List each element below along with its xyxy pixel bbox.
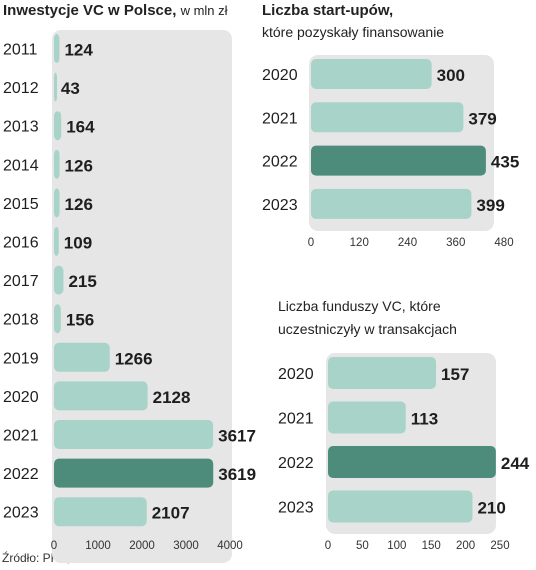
startups-bar — [311, 102, 464, 133]
chart1-subtitle: w mln zł — [180, 3, 228, 18]
vc-investment-category-label: 2019 — [3, 350, 39, 367]
vc-investment-bar — [54, 188, 60, 218]
vc-investment-bar — [54, 72, 57, 102]
vc-funds-value-label: 210 — [477, 499, 505, 518]
vc-investment-category-label: 2013 — [3, 119, 39, 136]
vc-funds-x-tick-label: 50 — [356, 540, 369, 552]
vc-investment-bar — [54, 149, 60, 179]
vc-investment-value-label: 3619 — [218, 465, 256, 484]
vc-investment-bar — [54, 497, 147, 527]
startups-plot-background — [309, 55, 494, 231]
vc-funds-x-tick-label: 100 — [387, 540, 406, 552]
vc-investment-value-label: 3617 — [218, 427, 256, 446]
vc-funds-bar — [328, 357, 437, 389]
chart2-title-main: Liczba start-upów, — [262, 2, 394, 19]
vc-funds-bar — [328, 401, 406, 434]
vc-funds-category-label: 2022 — [278, 455, 314, 472]
chart3-title-line2: uczestniczyły w transakcjach — [278, 321, 457, 337]
vc-investment-category-label: 2021 — [3, 428, 39, 445]
vc-investment-value-label: 43 — [61, 79, 80, 98]
chart3-title-line1: Liczba funduszy VC, które — [278, 298, 441, 314]
vc-investment-value-label: 156 — [66, 311, 94, 330]
startups-x-tick-label: 360 — [446, 237, 465, 249]
vc-funds-x-tick-label: 200 — [456, 540, 475, 552]
vc-funds-x-tick-label: 250 — [490, 540, 509, 552]
startups-value-label: 379 — [468, 109, 496, 128]
vc-investment-x-tick-label: 3000 — [173, 540, 199, 552]
startups-x-tick-label: 0 — [308, 237, 314, 249]
vc-funds-value-label: 244 — [501, 454, 530, 473]
chart1-title-main: Inwestycje VC w Polsce, — [3, 2, 177, 19]
vc-investment-category-label: 2017 — [3, 273, 39, 290]
vc-funds-category-label: 2020 — [278, 366, 314, 383]
startups-bar — [311, 188, 472, 219]
vc-investment-value-label: 164 — [66, 118, 95, 137]
vc-investment-category-label: 2011 — [3, 42, 38, 59]
vc-funds-x-tick-label: 0 — [325, 540, 331, 552]
chart2-subtitle: które pozyskały finansowanie — [262, 24, 444, 40]
vc-funds-category-label: 2023 — [278, 500, 314, 517]
vc-investment-bar — [54, 265, 64, 295]
startups-value-label: 300 — [437, 66, 465, 85]
chart3-title-line2-text: uczestniczyły w transakcjach — [278, 321, 457, 337]
vc-investment-category-label: 2023 — [3, 505, 39, 522]
vc-funds-x-tick-label: 150 — [422, 540, 441, 552]
chart2-title: Liczba start-upów, — [262, 2, 393, 19]
startups-x-tick-label: 120 — [350, 237, 369, 249]
vc-funds-category-label: 2021 — [278, 411, 314, 428]
startups-bar — [311, 59, 432, 89]
vc-funds-value-label: 157 — [441, 365, 469, 384]
vc-investment-bar — [54, 381, 148, 411]
vc-funds-bar — [328, 446, 496, 478]
chart2-subtitle-text: które pozyskały finansowanie — [262, 24, 445, 40]
vc-investment-value-label: 1266 — [115, 349, 153, 368]
vc-investment-value-label: 2128 — [153, 388, 191, 407]
vc-investment-value-label: 2107 — [152, 504, 190, 523]
vc-investment-bar — [54, 458, 214, 488]
vc-funds-plot-background — [326, 353, 496, 534]
vc-investment-category-label: 2016 — [3, 235, 39, 252]
vc-investment-bar — [54, 342, 110, 372]
startups-category-label: 2020 — [262, 67, 298, 84]
vc-investment-category-label: 2015 — [3, 196, 39, 213]
startups-category-label: 2022 — [262, 154, 298, 171]
startups-bar — [311, 145, 486, 176]
chart1-title: Inwestycje VC w Polsce, w mln zł — [3, 2, 228, 19]
vc-investment-bar — [54, 34, 60, 63]
vc-investment-category-label: 2018 — [3, 312, 39, 329]
vc-investment-value-label: 109 — [64, 234, 92, 253]
vc-investment-bar — [54, 227, 59, 256]
vc-investment-value-label: 126 — [65, 156, 93, 175]
vc-investment-category-label: 2012 — [3, 80, 39, 97]
startups-value-label: 399 — [476, 196, 504, 215]
startups-value-label: 435 — [491, 153, 519, 172]
vc-investment-value-label: 126 — [65, 195, 93, 214]
vc-investment-bar — [54, 420, 214, 449]
vc-investment-bar — [54, 304, 61, 334]
vc-investment-x-tick-label: 1000 — [85, 540, 111, 552]
startups-x-tick-label: 240 — [398, 237, 417, 249]
vc-investment-x-tick-label: 2000 — [129, 540, 155, 552]
startups-category-label: 2021 — [262, 110, 298, 127]
chart3-title-line1-text: Liczba funduszy VC, które — [278, 298, 441, 314]
startups-x-tick-label: 480 — [494, 237, 513, 249]
vc-investment-value-label: 124 — [64, 41, 93, 60]
vc-investment-category-label: 2020 — [3, 389, 39, 406]
vc-investment-category-label: 2022 — [3, 466, 39, 483]
startups-category-label: 2023 — [262, 197, 298, 214]
vc-investment-bar — [54, 111, 62, 141]
vc-funds-bar — [328, 490, 473, 523]
vc-investment-x-tick-label: 4000 — [217, 540, 243, 552]
vc-investment-x-tick-label: 0 — [51, 540, 57, 552]
vc-funds-value-label: 113 — [411, 410, 438, 429]
vc-investment-category-label: 2014 — [3, 157, 39, 174]
vc-investment-value-label: 215 — [68, 272, 96, 291]
